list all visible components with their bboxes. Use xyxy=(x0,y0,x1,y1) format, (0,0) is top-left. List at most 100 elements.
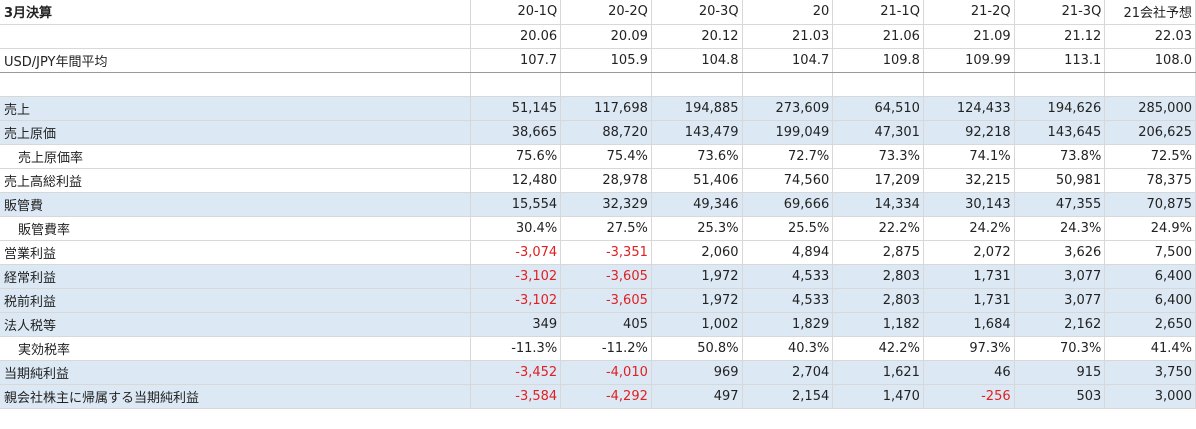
cell-value: 7,500 xyxy=(1104,240,1196,265)
table-row: 親会社株主に帰属する当期純利益 -3,584 -4,292 497 2,154 1,470… xyxy=(0,384,1196,409)
cell-value: 3,077 xyxy=(1014,264,1106,289)
cell-value: 51,145 xyxy=(470,96,562,121)
cell-value: -3,452 xyxy=(470,360,562,385)
date-header: 21.06 xyxy=(832,24,924,49)
table-row: 当期純利益 -3,452 -4,010 969 2,704 1,621 46 915 3,750 xyxy=(0,360,1196,385)
cell-value: 72.7% xyxy=(742,144,834,169)
cell-value: 3,626 xyxy=(1014,240,1106,265)
cell-value: 199,049 xyxy=(742,120,834,145)
cell-value: 3,750 xyxy=(1104,360,1196,385)
cell-value: -11.3% xyxy=(470,336,562,361)
cell-value: 73.3% xyxy=(832,144,924,169)
cell-value: 109.99 xyxy=(923,48,1015,73)
cell-value: -3,351 xyxy=(560,240,652,265)
spacer-row xyxy=(0,72,1196,97)
table-row: 売上原価 38,665 88,720 143,479 199,049 47,301 92,2… xyxy=(0,120,1196,145)
empty-cell xyxy=(1104,72,1196,97)
cell-value: 503 xyxy=(1014,384,1106,409)
cell-value: 143,479 xyxy=(651,120,743,145)
cell-value: -11.2% xyxy=(560,336,652,361)
cell-value: 3,077 xyxy=(1014,288,1106,313)
empty-cell xyxy=(651,72,743,97)
cell-value: 2,875 xyxy=(832,240,924,265)
cell-value: 74.1% xyxy=(923,144,1015,169)
period-header: 21-3Q xyxy=(1014,0,1106,25)
cell-value: 97.3% xyxy=(923,336,1015,361)
cell-value: 104.8 xyxy=(651,48,743,73)
cell-value: 30,143 xyxy=(923,192,1015,217)
cell-value: 2,060 xyxy=(651,240,743,265)
table-row: 販管費 15,554 32,329 49,346 69,666 14,334 30,143 4… xyxy=(0,192,1196,217)
cell-value: 75.4% xyxy=(560,144,652,169)
cell-value: 28,978 xyxy=(560,168,652,193)
period-header: 21会社予想 xyxy=(1104,0,1196,25)
date-header: 21.03 xyxy=(742,24,834,49)
cell-value: 2,162 xyxy=(1014,312,1106,337)
cell-value: 105.9 xyxy=(560,48,652,73)
cell-value: 1,829 xyxy=(742,312,834,337)
cell-value: -4,010 xyxy=(560,360,652,385)
period-header: 21-2Q xyxy=(923,0,1015,25)
row-label: 販管費 xyxy=(0,192,471,217)
row-label: 売上 xyxy=(0,96,471,121)
table-row: 売上原価率 75.6% 75.4% 73.6% 72.7% 73.3% 74.1% 73.8%… xyxy=(0,144,1196,169)
cell-value: 104.7 xyxy=(742,48,834,73)
cell-value: 2,650 xyxy=(1104,312,1196,337)
cell-value: 49,346 xyxy=(651,192,743,217)
date-header: 20.06 xyxy=(470,24,562,49)
cell-value: 6,400 xyxy=(1104,264,1196,289)
cell-value: 6,400 xyxy=(1104,288,1196,313)
table-row: 経常利益 -3,102 -3,605 1,972 4,533 2,803 1,731 3,07… xyxy=(0,264,1196,289)
cell-value: 92,218 xyxy=(923,120,1015,145)
cell-value: 206,625 xyxy=(1104,120,1196,145)
cell-value: 273,609 xyxy=(742,96,834,121)
table-row: 売上 51,145 117,698 194,885 273,609 64,510 124,4… xyxy=(0,96,1196,121)
cell-value: 969 xyxy=(651,360,743,385)
table-row: 売上高総利益 12,480 28,978 51,406 74,560 17,209 32,2… xyxy=(0,168,1196,193)
empty-cell xyxy=(470,72,562,97)
cell-value: 40.3% xyxy=(742,336,834,361)
cell-value: 17,209 xyxy=(832,168,924,193)
cell-value: 1,621 xyxy=(832,360,924,385)
cell-value: 25.5% xyxy=(742,216,834,241)
cell-value: 107.7 xyxy=(470,48,562,73)
cell-value: 285,000 xyxy=(1104,96,1196,121)
cell-value: 73.8% xyxy=(1014,144,1106,169)
empty-cell xyxy=(742,72,834,97)
period-header: 20 xyxy=(742,0,834,25)
cell-value: -3,584 xyxy=(470,384,562,409)
cell-value: 78,375 xyxy=(1104,168,1196,193)
date-header: 20.12 xyxy=(651,24,743,49)
cell-value: 32,329 xyxy=(560,192,652,217)
row-label: 売上原価率 xyxy=(0,144,471,169)
cell-value: 25.3% xyxy=(651,216,743,241)
cell-value: 24.2% xyxy=(923,216,1015,241)
cell-value: 1,972 xyxy=(651,288,743,313)
cell-value: 1,182 xyxy=(832,312,924,337)
financial-table: 3月決算 20-1Q 20-2Q 20-3Q 20 21-1Q 21-2Q 21-3Q 21会社… xyxy=(0,0,1196,409)
cell-value: 2,072 xyxy=(923,240,1015,265)
date-header: 21.09 xyxy=(923,24,1015,49)
cell-value: 30.4% xyxy=(470,216,562,241)
cell-value: 64,510 xyxy=(832,96,924,121)
cell-value: 73.6% xyxy=(651,144,743,169)
cell-value: 15,554 xyxy=(470,192,562,217)
period-header: 20-1Q xyxy=(470,0,562,25)
table-title: 3月決算 xyxy=(0,0,471,25)
cell-value: 14,334 xyxy=(832,192,924,217)
table-row: 税前利益 -3,102 -3,605 1,972 4,533 2,803 1,731 3,07… xyxy=(0,288,1196,313)
cell-value: 109.8 xyxy=(832,48,924,73)
cell-value: 4,894 xyxy=(742,240,834,265)
cell-value: 1,731 xyxy=(923,288,1015,313)
cell-value: 2,704 xyxy=(742,360,834,385)
cell-value: 349 xyxy=(470,312,562,337)
cell-value: -256 xyxy=(923,384,1015,409)
period-header: 20-3Q xyxy=(651,0,743,25)
cell-value: 88,720 xyxy=(560,120,652,145)
period-header: 20-2Q xyxy=(560,0,652,25)
cell-value: 1,731 xyxy=(923,264,1015,289)
row-label: 親会社株主に帰属する当期純利益 xyxy=(0,384,471,409)
cell-value: 42.2% xyxy=(832,336,924,361)
table-row: 法人税等 349 405 1,002 1,829 1,182 1,684 2,162 2,650 xyxy=(0,312,1196,337)
cell-value: 74,560 xyxy=(742,168,834,193)
